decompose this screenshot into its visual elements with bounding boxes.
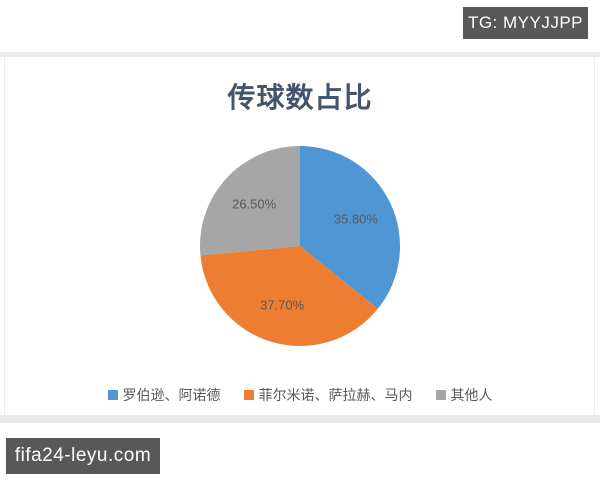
legend-item-firmino-salah-mane: 菲尔米诺、萨拉赫、马内 — [243, 385, 413, 405]
legend-item-robertson-arnold: 罗伯逊、阿诺德 — [107, 385, 221, 405]
top-divider — [0, 52, 600, 57]
legend-swatch-gray-icon — [435, 390, 446, 400]
legend-swatch-orange-icon — [243, 390, 254, 400]
bottom-divider — [0, 415, 600, 423]
chart-title: 传球数占比 — [227, 82, 373, 113]
chart-legend: 罗伯逊、阿诺德 菲尔米诺、萨拉赫、马内 其他人 — [0, 385, 600, 405]
legend-label: 其他人 — [450, 387, 493, 403]
pie-slice-0 — [300, 146, 401, 309]
legend-swatch-blue-icon — [107, 390, 118, 400]
legend-label: 菲尔米诺、萨拉赫、马内 — [258, 387, 413, 403]
legend-label: 罗伯逊、阿诺德 — [122, 387, 221, 403]
site-watermark-badge: fifa24-leyu.com — [6, 438, 160, 474]
legend-item-others: 其他人 — [435, 385, 493, 405]
tg-watermark-badge: TG: MYYJJPP — [463, 7, 588, 39]
pie-slice-1 — [200, 246, 378, 347]
pie-slice-2 — [199, 145, 300, 256]
pie-chart — [199, 145, 401, 347]
